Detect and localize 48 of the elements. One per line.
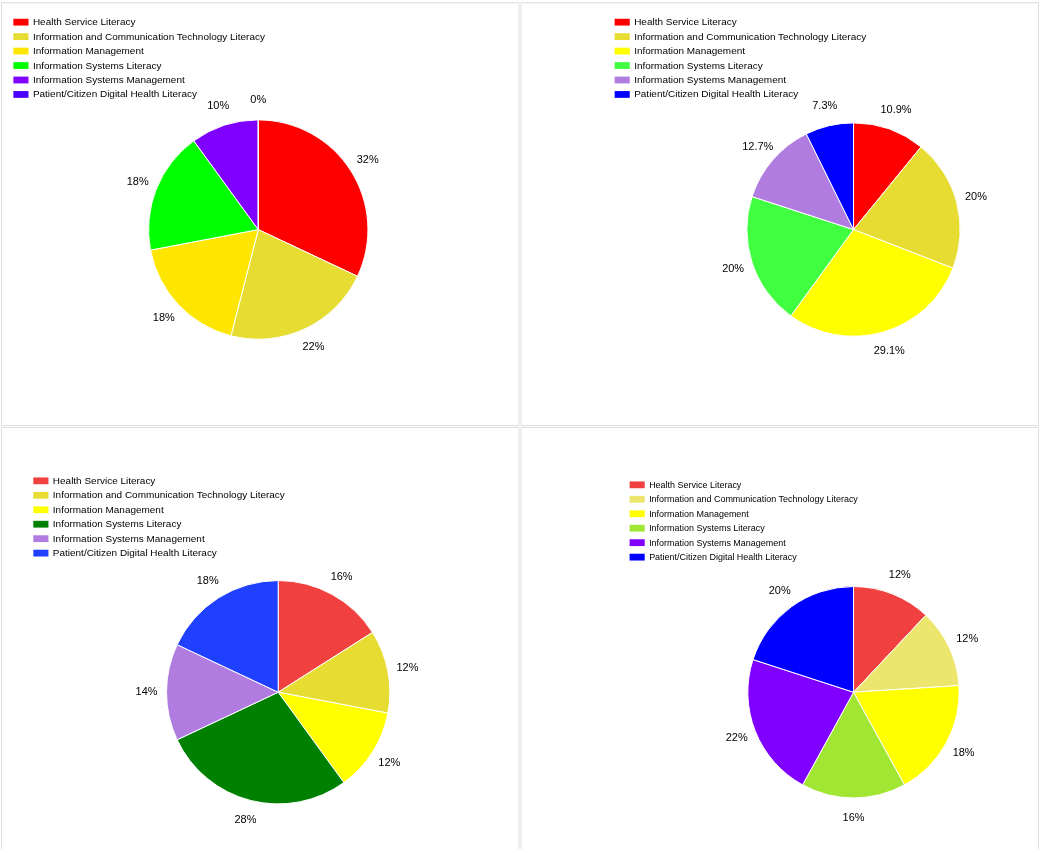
legend-label: Information Systems Literacy [52,518,182,530]
legend-label: Information Management [32,45,144,57]
data-label: 14% [135,685,158,698]
legend-label: Health Service Literacy [649,479,742,490]
legend-label: Information Systems Literacy [649,523,766,534]
legend-label: Patient/Citizen Digital Health Literacy [52,547,217,559]
legend-label: Information Management [634,45,746,57]
legend-label: Information Systems Management [649,537,787,548]
legend-label: Health Service Literacy [634,16,737,28]
data-label: 22% [725,731,748,744]
legend-label: Health Service Literacy [52,474,156,486]
data-label: 16% [842,810,865,823]
data-label: 18% [196,574,219,587]
legend-label: Patient/Citizen Digital Health Literacy [634,88,799,100]
legend-label: Information Management [52,503,164,515]
legend-label: Information Systems Management [634,73,787,85]
data-label: 10% [207,99,230,112]
data-label: 18% [126,174,149,187]
data-label: 16% [330,569,353,582]
legend-label: Information and Communication Technology Literacy [649,494,859,505]
data-label: 18% [952,745,975,758]
legend-label: Information Systems Management [52,532,205,544]
legend-label: Patient/Citizen Digital Health Literacy [32,88,197,100]
data-label: 18% [152,311,175,324]
data-label: 32% [356,153,379,166]
data-label: 12.7% [742,139,774,152]
legend-label: Information Systems Literacy [634,59,763,71]
data-label: 28% [234,812,257,825]
data-label: 10.9% [880,103,912,116]
legend-label: Health Service Literacy [32,16,136,28]
text: 0% [250,92,267,105]
data-label: 12% [396,660,419,673]
legend-label: Information and Communication Technology Literacy [32,30,265,42]
data-label: 12% [888,568,911,581]
data-label: 12% [956,631,979,644]
legend-label: Patient/Citizen Digital Health Literacy [649,552,798,563]
data-label: 22% [302,339,325,352]
data-label: 20% [722,261,745,274]
data-label: 7.3% [812,99,838,112]
data-label: 20% [965,190,988,203]
data-label: 12% [378,755,401,768]
legend-label: Information and Communication Technology Literacy [52,489,285,501]
data-label: 29.1% [873,344,906,357]
legend-label: Information and Communication Technology Literacy [634,30,867,42]
data-label: 20% [768,583,791,596]
legend-label: Information Systems Literacy [32,59,162,71]
legend-label: Information Systems Management [32,73,185,85]
legend-label: Information Management [649,508,750,519]
